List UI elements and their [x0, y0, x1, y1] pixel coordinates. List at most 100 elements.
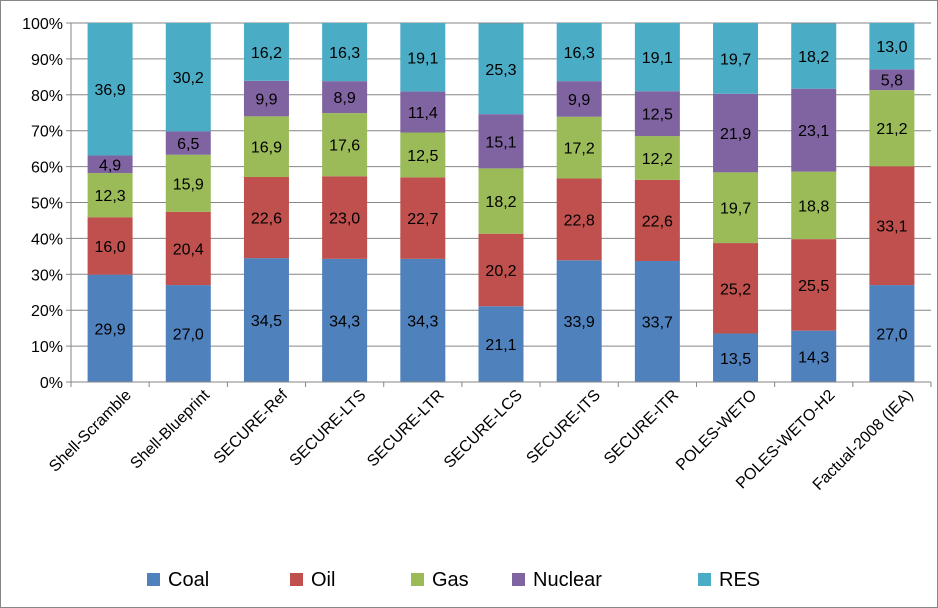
- data-label-gas: 16,9: [251, 140, 282, 157]
- bar-res-shell-blueprint: [165, 23, 211, 132]
- bar-coal-shell-blueprint: [165, 285, 211, 382]
- bar-oil-poles-weto-h2: [791, 239, 837, 331]
- data-label-gas: 18,2: [485, 194, 516, 211]
- y-tick-label: 70%: [31, 124, 63, 141]
- x-category-label: SECURE-ITS: [523, 387, 604, 468]
- legend-label-res: RES: [719, 569, 760, 591]
- data-label-coal: 33,7: [642, 315, 673, 332]
- data-label-nuclear: 6,5: [177, 136, 199, 153]
- legend-swatch-gas: [411, 573, 424, 586]
- bar-oil-secure-lcs: [478, 233, 524, 307]
- y-tick-label: 10%: [31, 339, 63, 356]
- data-label-coal: 34,3: [407, 313, 438, 330]
- data-label-res: 30,2: [173, 70, 204, 87]
- y-tick-label: 20%: [31, 303, 63, 320]
- data-label-res: 13,0: [876, 39, 907, 56]
- bar-res-secure-ref: [243, 23, 289, 81]
- bar-nuclear-secure-lts: [322, 81, 368, 114]
- bar-nuclear-factual-2008-iea: [869, 69, 915, 91]
- data-label-coal: 27,0: [173, 327, 204, 344]
- data-label-nuclear: 23,1: [798, 123, 829, 140]
- data-label-oil: 22,8: [564, 212, 595, 229]
- data-label-coal: 34,3: [329, 313, 360, 330]
- data-label-res: 16,3: [564, 45, 595, 62]
- bar-res-secure-lts: [322, 23, 368, 82]
- data-label-res: 16,2: [251, 45, 282, 62]
- data-label-gas: 17,2: [564, 141, 595, 158]
- bar-coal-secure-lts: [322, 258, 368, 382]
- y-axis-ticks: 0% 10% 20% 30% 40% 50% 60% 70% 80% 90% 100%: [22, 16, 71, 392]
- data-label-coal: 33,9: [564, 314, 595, 331]
- legend-swatch-coal: [147, 573, 160, 586]
- bar-oil-factual-2008-iea: [869, 166, 915, 286]
- data-label-coal: 34,5: [251, 313, 282, 330]
- legend-label-gas: Gas: [432, 569, 469, 591]
- bar-gas-secure-ref: [243, 116, 289, 178]
- data-label-nuclear: 9,9: [255, 92, 277, 109]
- data-label-nuclear: 5,8: [881, 73, 903, 90]
- data-label-oil: 25,2: [720, 281, 751, 298]
- x-category-label: POLES-WETO: [673, 387, 760, 474]
- bar-gas-shell-scramble: [87, 173, 133, 218]
- data-label-nuclear: 9,9: [568, 92, 590, 109]
- bar-nuclear-secure-itr: [634, 91, 680, 137]
- data-label-coal: 14,3: [798, 349, 829, 366]
- data-label-res: 25,3: [485, 62, 516, 79]
- bar-oil-secure-ltr: [400, 177, 446, 259]
- bar-gas-secure-its: [556, 116, 602, 179]
- data-label-gas: 21,2: [876, 121, 907, 138]
- x-category-label: SECURE-LCS: [441, 387, 526, 472]
- bar-gas-poles-weto: [713, 172, 759, 244]
- bar-res-poles-weto-h2: [791, 23, 837, 89]
- data-label-gas: 17,6: [329, 138, 360, 155]
- bar-coal-shell-scramble: [87, 274, 133, 382]
- data-label-oil: 22,7: [407, 211, 438, 228]
- bar-nuclear-secure-ref: [243, 80, 289, 117]
- bar-coal-factual-2008-iea: [869, 285, 915, 382]
- bar-res-shell-scramble: [87, 23, 133, 156]
- bar-coal-secure-ref: [243, 258, 289, 382]
- data-label-gas: 12,2: [642, 151, 673, 168]
- bar-oil-shell-scramble: [87, 217, 133, 275]
- bar-oil-secure-itr: [634, 179, 680, 262]
- bar-coal-poles-weto-h2: [791, 330, 837, 382]
- y-tick-label: 50%: [31, 196, 63, 213]
- data-label-gas: 18,8: [798, 198, 829, 215]
- x-category-label: Shell-Blueprint: [127, 386, 213, 472]
- data-label-oil: 16,0: [95, 239, 126, 256]
- bar-res-secure-ltr: [400, 23, 446, 92]
- data-label-res: 19,1: [642, 50, 673, 67]
- bar-nuclear-secure-lcs: [478, 114, 524, 169]
- bar-res-secure-lcs: [478, 23, 524, 115]
- bar-oil-shell-blueprint: [165, 211, 211, 286]
- data-label-res: 19,7: [720, 51, 751, 68]
- data-label-oil: 20,4: [173, 241, 204, 258]
- bar-coal-secure-itr: [634, 261, 680, 382]
- data-label-coal: 29,9: [95, 321, 126, 338]
- x-axis-labels: Shell-ScrambleShell-BlueprintSECURE-RefS…: [46, 386, 917, 493]
- data-label-nuclear: 11,4: [408, 105, 438, 122]
- bar-nuclear-shell-blueprint: [165, 131, 211, 155]
- y-tick-label: 60%: [31, 160, 63, 177]
- y-tick-label: 80%: [31, 88, 63, 105]
- bar-gas-secure-lts: [322, 113, 368, 177]
- bar-nuclear-poles-weto: [713, 93, 759, 173]
- bar-gas-secure-ltr: [400, 132, 446, 178]
- data-label-coal: 13,5: [720, 351, 751, 368]
- data-label-nuclear: 8,9: [334, 90, 356, 107]
- legend-label-nuclear: Nuclear: [533, 569, 602, 591]
- y-tick-label: 100%: [22, 16, 63, 33]
- data-label-oil: 23,0: [329, 211, 360, 228]
- bar-res-secure-itr: [634, 23, 680, 92]
- bar-coal-secure-its: [556, 260, 602, 382]
- data-label-gas: 19,7: [720, 201, 751, 218]
- x-category-label: SECURE-ITR: [601, 387, 682, 468]
- y-tick-label: 0%: [40, 375, 63, 392]
- bar-coal-secure-lcs: [478, 306, 524, 382]
- data-label-oil: 22,6: [251, 211, 282, 228]
- legend-swatch-res: [698, 573, 711, 586]
- legend-swatch-nuclear: [512, 573, 525, 586]
- data-label-nuclear: 21,9: [720, 126, 751, 143]
